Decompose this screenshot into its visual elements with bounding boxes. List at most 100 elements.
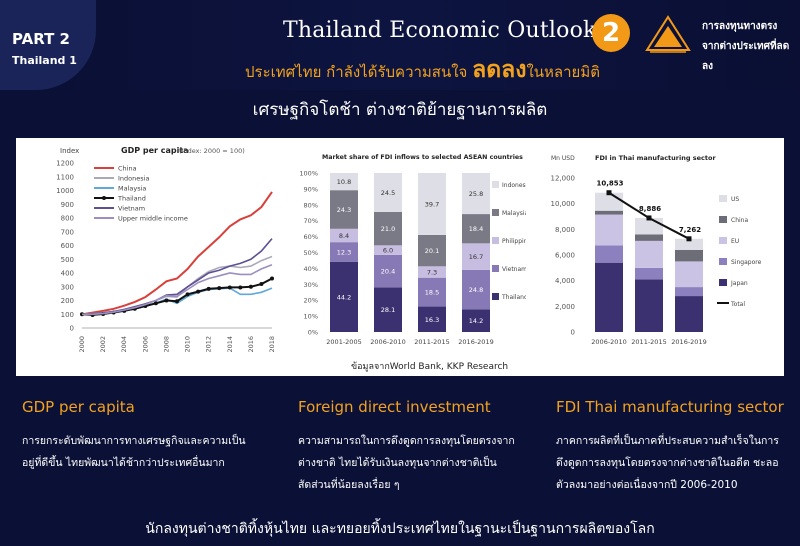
legend-label: US bbox=[731, 196, 739, 203]
bar-segment-singapore bbox=[675, 287, 703, 297]
bar-segment-singapore bbox=[595, 245, 623, 263]
bar-segment-malaysia bbox=[374, 211, 402, 246]
x-tick-label: 2012 bbox=[205, 336, 213, 353]
source-note: ข้อมูลจากWorld Bank, KKP Research bbox=[351, 362, 509, 372]
x-tick-label: 2006 bbox=[141, 336, 149, 353]
bar-segment-japan bbox=[635, 279, 663, 332]
bar-segment-vietnam bbox=[374, 254, 402, 288]
bar-segment-eu bbox=[595, 214, 623, 246]
x-tick-label: 2014 bbox=[226, 336, 234, 353]
x-tick-label: 2016-2019 bbox=[458, 338, 493, 346]
data-point bbox=[206, 286, 211, 291]
bar-value-label: 28.1 bbox=[381, 306, 395, 314]
data-point bbox=[238, 285, 243, 290]
bar-segment-thailand bbox=[374, 287, 402, 332]
header-bar: PART 2 Thailand 1 Thailand Economic Outl… bbox=[0, 0, 800, 90]
bar-value-label: 44.2 bbox=[337, 293, 351, 301]
y-tick-label: 800 bbox=[61, 215, 74, 223]
bar-segment-indonesia bbox=[462, 173, 490, 215]
x-tick-label: 2004 bbox=[120, 336, 128, 353]
badge-caption: การลงทุนทางตรง จากต่างประเทศที่ลดลง bbox=[702, 17, 800, 77]
bar-segment-japan bbox=[675, 296, 703, 332]
data-point bbox=[175, 299, 179, 304]
data-point bbox=[259, 282, 264, 286]
bar-segment-philippines bbox=[374, 245, 402, 255]
legend-marker bbox=[102, 196, 106, 200]
y-tick-label: 700 bbox=[61, 228, 74, 236]
legend-swatch bbox=[719, 279, 727, 286]
part-title: PART 2 bbox=[12, 30, 70, 48]
bar-value-label: 25.8 bbox=[469, 190, 483, 198]
legend-label: EU bbox=[731, 238, 739, 245]
y-tick-label: 90% bbox=[304, 185, 318, 193]
bar-segment-vietnam bbox=[330, 242, 358, 262]
bar-value-label: 16.3 bbox=[425, 316, 439, 324]
page-title: Thailand Economic Outlook bbox=[283, 18, 597, 43]
data-point bbox=[217, 286, 222, 291]
part-subtitle: Thailand 1 bbox=[12, 54, 77, 67]
legend-swatch bbox=[492, 293, 499, 300]
bar-segment-vietnam bbox=[418, 277, 446, 307]
data-point bbox=[196, 289, 201, 294]
page-subtitle: ประเทศไทย กำลังได้รับความสนใจ ลดลงในหลาย… bbox=[245, 52, 600, 88]
x-tick-label: 2011-2015 bbox=[414, 338, 449, 346]
bar-value-label: 21.0 bbox=[381, 225, 395, 233]
bar-segment-vietnam bbox=[462, 269, 490, 310]
bar-value-label: 7.3 bbox=[427, 269, 437, 277]
bar-segment-us bbox=[675, 238, 703, 250]
y-tick-label: 900 bbox=[61, 201, 74, 209]
total-marker bbox=[646, 215, 652, 221]
data-point bbox=[248, 284, 253, 289]
total-value-label: 10,853 bbox=[596, 180, 623, 188]
bar-value-label: 14.2 bbox=[469, 317, 483, 325]
bar-value-label: 24.8 bbox=[469, 286, 483, 294]
x-tick-label: 2006-2010 bbox=[591, 338, 626, 346]
y-tick-label: 100 bbox=[61, 311, 74, 319]
legend-swatch bbox=[719, 195, 727, 202]
series-line-indonesia bbox=[81, 255, 273, 316]
y-tick-label: 400 bbox=[61, 270, 74, 278]
y-tick-label: 6,000 bbox=[555, 252, 575, 260]
bar-segment-malaysia bbox=[462, 214, 490, 244]
chart-title: Market share of FDI inflows to selected … bbox=[322, 154, 523, 161]
part-box: PART 2 Thailand 1 bbox=[0, 0, 96, 90]
series-line-upper-middle-income bbox=[82, 264, 273, 316]
bar-segment-philippines bbox=[330, 228, 358, 243]
bar-segment-philippines bbox=[462, 243, 490, 270]
y-tick-label: 100% bbox=[299, 170, 318, 178]
legend-label: Total bbox=[730, 301, 745, 308]
column-fdi-title: Foreign direct investment bbox=[298, 398, 491, 416]
bar-segment-thailand bbox=[462, 309, 490, 332]
y-tick-label: 0% bbox=[308, 329, 318, 337]
legend-label: Upper middle income bbox=[118, 215, 188, 223]
bottom-caption: นักลงทุนต่างชาติทิ้งหุ้นไทย และทยอยทิ้งป… bbox=[145, 521, 655, 537]
bar-segment-china bbox=[595, 210, 623, 215]
legend-swatch bbox=[719, 216, 727, 223]
legend-swatch bbox=[719, 237, 727, 244]
subtitle-pre: ประเทศไทย กำลังได้รับความสนใจ bbox=[245, 63, 473, 81]
bar-segment-malaysia bbox=[418, 234, 446, 267]
legend-label: Singapore bbox=[731, 259, 762, 266]
x-tick-label: 2006-2010 bbox=[370, 338, 405, 346]
legend-label: Thailand bbox=[501, 294, 526, 301]
bar-value-label: 16.7 bbox=[469, 253, 483, 261]
x-tick-label: 2016-2019 bbox=[671, 338, 706, 346]
bar-value-label: 18.5 bbox=[425, 289, 439, 297]
charts-panel: Index GDP per capita (Index: 2000 = 100) 0 1… bbox=[16, 138, 784, 376]
y-tick-label: 8,000 bbox=[555, 226, 575, 234]
legend-swatch bbox=[492, 209, 499, 216]
legend-swatch bbox=[492, 265, 499, 272]
total-value-label: 7,262 bbox=[679, 226, 701, 234]
bar-segment-indonesia bbox=[330, 173, 358, 191]
column-gdp-text: การยกระดับพัฒนาการทางเศรษฐกิจและความเป็น… bbox=[22, 435, 246, 469]
bar-segment-china bbox=[635, 234, 663, 241]
legend-label: Indonesia bbox=[118, 175, 149, 183]
y-tick-label: 40% bbox=[304, 265, 318, 273]
column-gdp: GDP per capita การยกระดับพัฒนาการทางเศรษ… bbox=[22, 398, 252, 474]
y-tick-label: 2,000 bbox=[555, 303, 575, 311]
badge-line-1: การลงทุนทางตรง bbox=[702, 21, 778, 32]
x-tick-label: 2008 bbox=[162, 336, 170, 353]
y-tick-label: 10% bbox=[304, 313, 318, 321]
y-tick-label: 60% bbox=[304, 233, 318, 241]
x-tick-label: 2000 bbox=[78, 336, 86, 353]
